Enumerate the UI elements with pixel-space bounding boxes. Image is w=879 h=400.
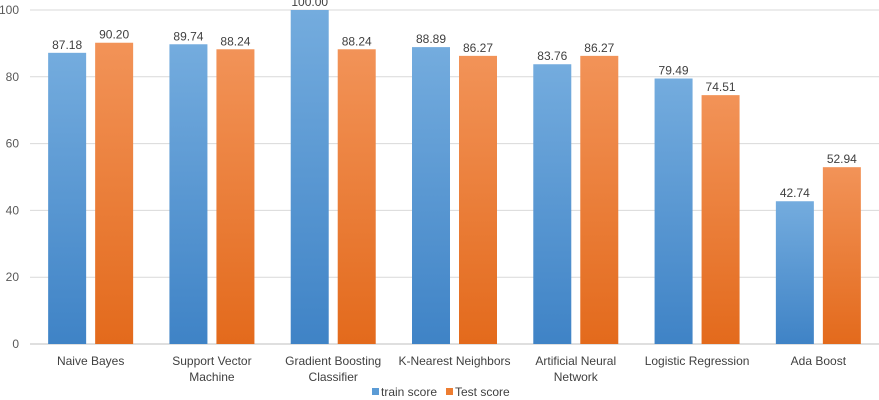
x-axis: Naive Bayes Support Vector Machine Gradient… — [57, 354, 847, 384]
test-score-legend-swatch — [446, 388, 453, 395]
test-score-legend-label: Test score — [455, 385, 510, 399]
train-score-data-label: 89.74 — [173, 29, 203, 43]
category-label: Machine — [189, 370, 235, 384]
train-score-bar — [533, 64, 572, 344]
test-score-bar — [216, 49, 255, 344]
test-score-data-label: 86.27 — [584, 41, 614, 55]
train-score-data-label: 83.76 — [537, 49, 567, 63]
category-label: Logistic Regression — [645, 354, 750, 368]
y-axis: 0 20 40 60 80 100 — [0, 3, 19, 351]
train-score-bar — [412, 47, 450, 345]
y-tick-label: 0 — [12, 337, 19, 351]
test-score-bar — [95, 42, 134, 345]
category-label: Support Vector — [172, 354, 251, 368]
y-tick-label: 100 — [0, 3, 19, 17]
test-score-data-label: 88.24 — [220, 34, 250, 48]
category-label: Artificial Neural — [535, 354, 616, 368]
category-label: Naive Bayes — [57, 354, 124, 368]
test-score-bar — [459, 55, 497, 344]
test-score-bar — [822, 167, 861, 344]
test-score-bar — [337, 49, 376, 344]
y-tick-label: 80 — [6, 70, 20, 84]
test-score-data-label: 52.94 — [827, 152, 857, 166]
train-score-bar — [775, 201, 814, 344]
train-score-bar — [654, 78, 693, 344]
train-score-bar — [48, 52, 87, 345]
train-score-legend-label: train score — [381, 385, 437, 399]
legend: train score Test score — [372, 385, 510, 399]
category-label: Classifier — [309, 370, 358, 384]
test-score-bar — [580, 55, 619, 344]
gridlines — [30, 9, 879, 345]
train-score-bar — [290, 10, 329, 344]
train-score-data-label: 88.89 — [416, 32, 446, 46]
y-tick-label: 40 — [6, 203, 20, 217]
test-score-data-label: 90.20 — [99, 28, 129, 42]
y-tick-label: 60 — [6, 137, 20, 151]
test-score-bar — [701, 95, 740, 344]
train-score-bar — [169, 44, 208, 344]
train-score-legend-swatch — [372, 388, 379, 395]
train-score-data-label: 100.00 — [291, 0, 328, 9]
train-score-data-label: 87.18 — [52, 38, 82, 52]
category-label: Network — [554, 370, 599, 384]
test-score-data-label: 88.24 — [342, 34, 372, 48]
test-score-data-label: 86.27 — [463, 41, 493, 55]
bars: 87.18 90.20 89.74 88.24 100.00 88.24 88.89 86.2… — [48, 0, 861, 345]
test-score-data-label: 74.51 — [706, 80, 736, 94]
train-score-data-label: 79.49 — [659, 64, 689, 78]
category-label: Ada Boost — [791, 354, 847, 368]
category-label: K-Nearest Neighbors — [398, 354, 510, 368]
train-score-data-label: 42.74 — [780, 186, 810, 200]
y-tick-label: 20 — [6, 270, 20, 284]
category-label: Gradient Boosting — [285, 354, 381, 368]
